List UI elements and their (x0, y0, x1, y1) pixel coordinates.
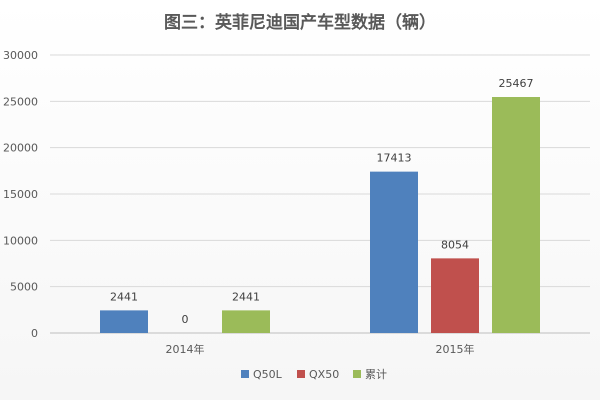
y-tick-label: 20000 (3, 142, 38, 155)
bar (492, 97, 540, 333)
bar (431, 258, 479, 333)
legend-label: Q50L (253, 368, 283, 381)
data-label: 2441 (110, 290, 138, 303)
data-label: 2441 (232, 290, 260, 303)
data-label: 8054 (441, 238, 469, 251)
legend-label: 累计 (365, 368, 387, 381)
y-tick-label: 25000 (3, 95, 38, 108)
y-tick-label: 5000 (10, 281, 38, 294)
y-tick-label: 15000 (3, 188, 38, 201)
bar (370, 171, 418, 333)
chart-title: 图三：英菲尼迪国产车型数据（辆） (164, 13, 436, 33)
x-tick-label: 2015年 (436, 342, 475, 356)
y-tick-label: 30000 (3, 49, 38, 62)
data-label: 25467 (499, 77, 534, 90)
bar (100, 310, 148, 333)
data-label: 0 (182, 313, 189, 326)
legend-swatch (241, 370, 249, 378)
legend-swatch (353, 370, 361, 378)
legend-swatch (297, 370, 305, 378)
bar (222, 310, 270, 333)
x-tick-label: 2014年 (166, 342, 205, 356)
data-label: 17413 (377, 152, 412, 165)
legend-label: QX50 (309, 368, 339, 381)
y-tick-label: 10000 (3, 234, 38, 247)
y-tick-label: 0 (31, 327, 38, 340)
